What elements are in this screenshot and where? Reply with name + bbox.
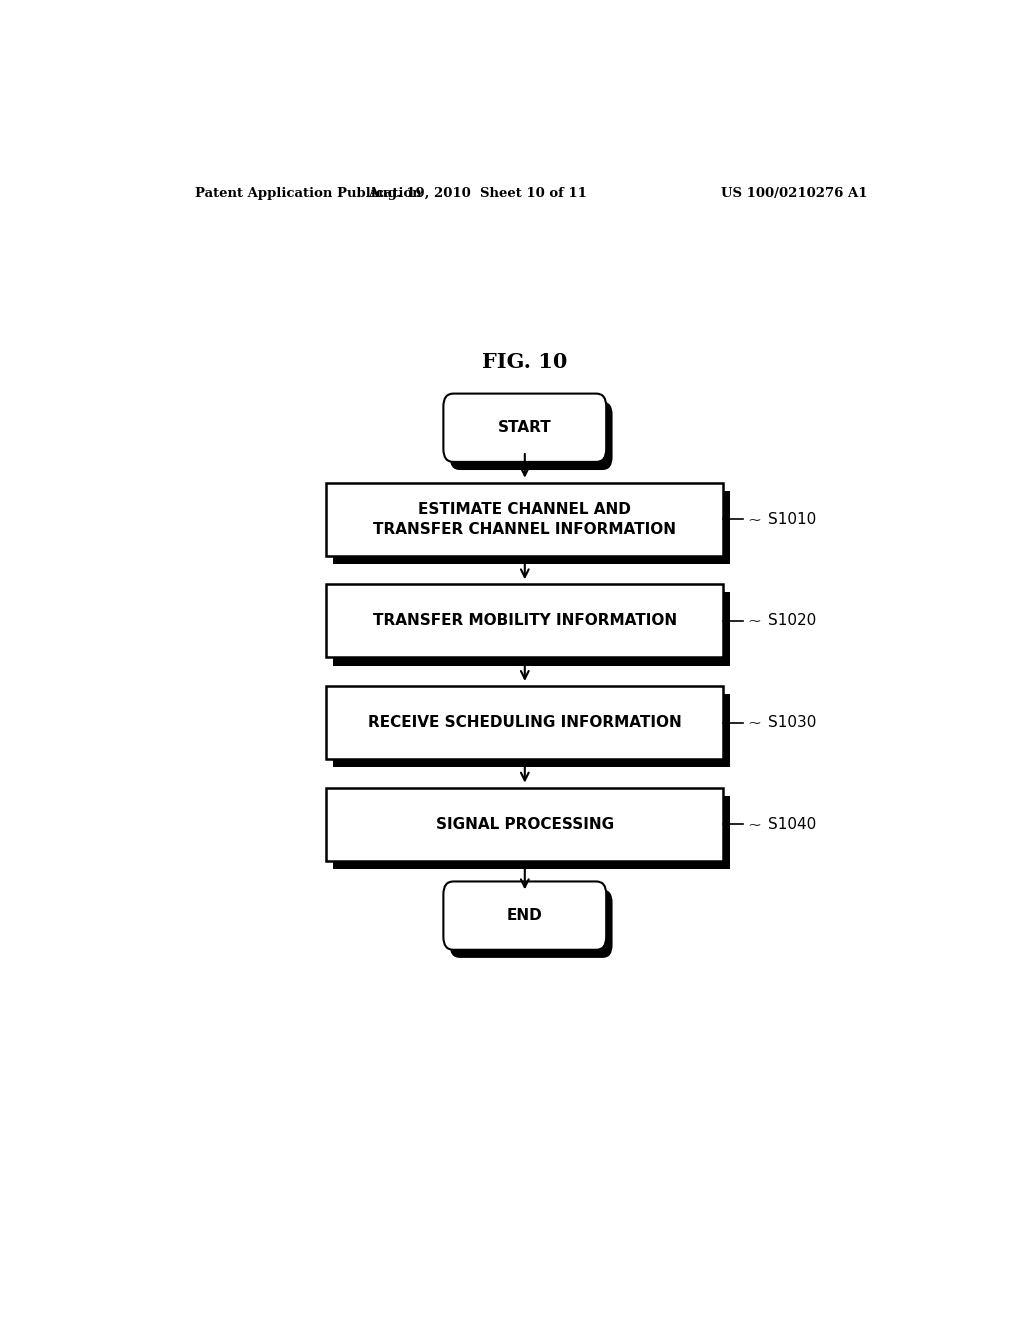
Text: ~: ~ <box>748 714 761 731</box>
Text: S1020: S1020 <box>768 614 817 628</box>
Text: Aug. 19, 2010  Sheet 10 of 11: Aug. 19, 2010 Sheet 10 of 11 <box>368 187 587 201</box>
Text: Patent Application Publication: Patent Application Publication <box>196 187 422 201</box>
Bar <box>333 593 729 665</box>
Bar <box>333 796 729 869</box>
FancyBboxPatch shape <box>450 401 612 470</box>
Text: TRANSFER MOBILITY INFORMATION: TRANSFER MOBILITY INFORMATION <box>373 614 677 628</box>
Bar <box>333 491 729 564</box>
Bar <box>327 585 723 657</box>
Text: RECEIVE SCHEDULING INFORMATION: RECEIVE SCHEDULING INFORMATION <box>368 715 682 730</box>
Text: S1040: S1040 <box>768 817 817 832</box>
Text: US 100/0210276 A1: US 100/0210276 A1 <box>721 187 868 201</box>
Text: ~: ~ <box>748 816 761 833</box>
Bar <box>327 483 723 556</box>
Text: START: START <box>498 420 552 436</box>
Text: ESTIMATE CHANNEL AND
TRANSFER CHANNEL INFORMATION: ESTIMATE CHANNEL AND TRANSFER CHANNEL IN… <box>374 502 676 537</box>
Bar <box>333 694 729 767</box>
Text: SIGNAL PROCESSING: SIGNAL PROCESSING <box>436 817 613 832</box>
FancyBboxPatch shape <box>443 882 606 950</box>
Bar <box>327 788 723 861</box>
Text: ~: ~ <box>748 511 761 528</box>
FancyBboxPatch shape <box>450 890 612 958</box>
Bar <box>327 686 723 759</box>
Text: ~: ~ <box>748 612 761 630</box>
Text: END: END <box>507 908 543 923</box>
Text: S1010: S1010 <box>768 512 817 527</box>
Text: S1030: S1030 <box>768 715 817 730</box>
Text: FIG. 10: FIG. 10 <box>482 351 567 372</box>
FancyBboxPatch shape <box>443 393 606 462</box>
